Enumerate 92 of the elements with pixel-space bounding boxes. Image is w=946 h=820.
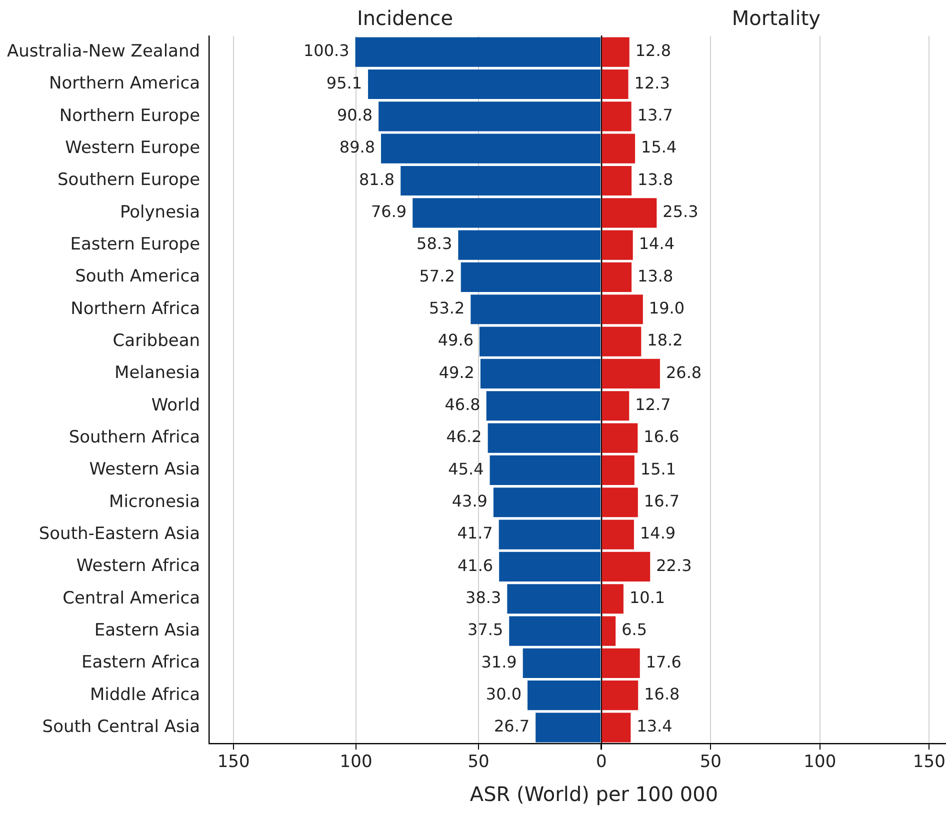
y-tick-label: Western Europe	[65, 138, 200, 158]
bar	[602, 423, 638, 453]
y-tick-label: Southern Africa	[68, 427, 200, 448]
bar	[602, 230, 632, 260]
data-label: 12.7	[634, 395, 670, 414]
y-tick-label: Eastern Africa	[82, 652, 200, 673]
data-label: 89.8	[339, 138, 376, 157]
data-label: 76.9	[370, 202, 407, 222]
x-tick-label: 100	[340, 752, 372, 772]
y-tick-label: Northern Europe	[59, 106, 200, 126]
data-label: 18.2	[646, 330, 682, 350]
y-tick-label: South-Eastern Asia	[38, 524, 200, 544]
chart-title: Mortality	[731, 6, 820, 30]
data-label: 16.6	[643, 427, 679, 446]
y-tick-label: Caribbean	[112, 330, 200, 351]
data-label: 26.8	[666, 362, 702, 382]
y-tick-label: Melanesia	[114, 363, 200, 384]
bar	[602, 391, 629, 421]
data-label: 30.0	[486, 684, 522, 704]
data-label: 16.7	[643, 492, 680, 511]
data-label: 90.8	[336, 106, 373, 125]
data-label: 12.8	[634, 41, 671, 60]
data-label: 17.6	[645, 652, 682, 672]
data-label: 13.8	[637, 266, 673, 286]
data-label: 41.6	[457, 556, 494, 575]
data-label: 13.7	[636, 106, 673, 125]
bar	[602, 166, 632, 196]
data-label: 49.6	[438, 330, 474, 350]
y-tick-label: South Central Asia	[42, 716, 200, 737]
data-label: 13.8	[637, 170, 673, 189]
bar	[602, 520, 634, 550]
bar	[602, 102, 631, 132]
y-tick-label: Polynesia	[120, 202, 200, 222]
data-label: 25.3	[662, 202, 698, 222]
bar	[602, 616, 616, 646]
data-label: 58.3	[416, 234, 452, 254]
bar	[602, 198, 656, 228]
data-label: 16.8	[644, 684, 680, 704]
data-label: 57.2	[419, 266, 455, 286]
data-label: 46.8	[444, 395, 480, 414]
data-label: 53.2	[429, 298, 465, 318]
data-label: 31.9	[481, 652, 517, 672]
y-tick-label: Western Asia	[89, 460, 200, 480]
y-tick-label: Central America	[62, 588, 200, 608]
y-tick-label: Western Africa	[76, 556, 200, 576]
x-tick-label: 150	[912, 752, 945, 772]
y-tick-label: World	[151, 395, 200, 416]
data-label: 100.3	[303, 41, 350, 60]
data-label: 10.1	[629, 588, 665, 608]
data-label: 41.7	[457, 524, 493, 543]
data-label: 12.3	[634, 73, 670, 92]
x-tick-label: 150	[217, 752, 250, 772]
y-tick-label: Northern America	[49, 74, 200, 94]
y-tick-label: Micronesia	[109, 492, 200, 512]
bar	[602, 455, 634, 486]
y-tick-label: Eastern Europe	[70, 234, 200, 254]
data-label: 19.0	[648, 298, 684, 318]
y-tick-label: Australia-New Zealand	[6, 42, 200, 62]
x-tick-label: 50	[699, 752, 722, 772]
x-axis-title: ASR (World) per 100 000	[468, 782, 720, 806]
y-tick-label: Southern Europe	[58, 170, 200, 190]
data-label: 14.4	[638, 234, 674, 254]
data-label: 13.4	[636, 716, 672, 736]
bar	[602, 294, 643, 324]
bar	[602, 134, 635, 164]
data-label: 38.3	[466, 588, 502, 608]
y-tick-label: Northern Africa	[70, 298, 200, 319]
bar	[602, 262, 632, 292]
x-tick-label: 50	[468, 752, 490, 772]
chart-title: Incidence	[356, 6, 454, 30]
data-label: 15.1	[640, 459, 676, 478]
data-label: 22.3	[656, 556, 692, 575]
bar	[602, 37, 629, 67]
x-tick-label: 100	[803, 752, 836, 772]
y-tick-label: South America	[75, 266, 200, 287]
data-label: 46.2	[446, 427, 482, 446]
data-label: 15.4	[640, 138, 676, 157]
data-label: 95.1	[326, 73, 362, 92]
data-label: 26.7	[494, 716, 530, 736]
y-tick-label: Eastern Asia	[94, 620, 200, 640]
y-tick-label: Middle Africa	[90, 684, 200, 705]
bar	[602, 584, 624, 614]
data-label: 45.4	[448, 459, 484, 478]
bar	[602, 326, 641, 356]
x-tick-label: 0	[596, 752, 606, 772]
data-label: 14.9	[640, 524, 676, 543]
data-label: 49.2	[438, 362, 474, 382]
data-label: 43.9	[452, 492, 488, 511]
data-label: 37.5	[468, 620, 504, 640]
data-label: 81.8	[358, 170, 395, 189]
data-label: 6.5	[621, 620, 647, 640]
bar	[602, 69, 628, 100]
